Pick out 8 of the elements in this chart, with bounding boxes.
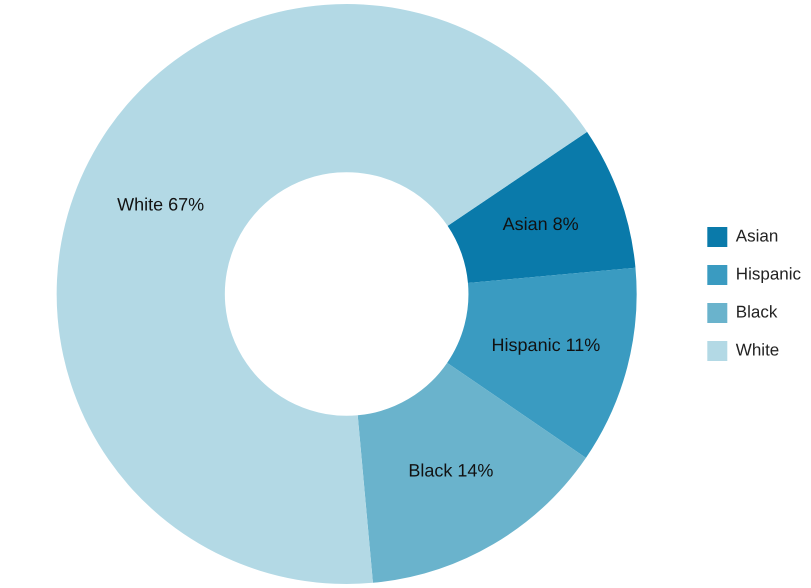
data-label: Hispanic 11%: [492, 334, 600, 355]
legend-label: White: [736, 340, 780, 360]
data-label: Black 14%: [408, 460, 494, 481]
legend-label: Asian: [736, 226, 778, 246]
data-label: Asian 8%: [502, 214, 579, 234]
legend-label: Black: [736, 302, 778, 322]
data-label: White 67%: [117, 194, 204, 215]
legend-label: Hispanic: [736, 264, 802, 284]
